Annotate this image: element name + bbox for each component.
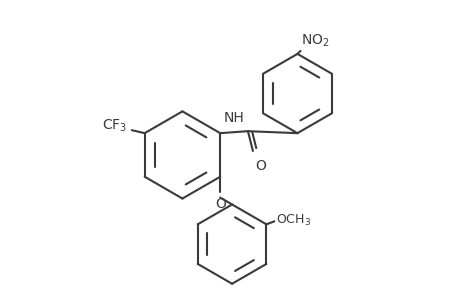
Text: $\mathdefault{OCH_3}$: $\mathdefault{OCH_3}$ — [276, 213, 311, 228]
Text: O: O — [254, 159, 265, 173]
Text: O: O — [214, 196, 225, 211]
Text: NH: NH — [223, 111, 244, 125]
Text: CF$_3$: CF$_3$ — [101, 118, 127, 134]
Text: NO$_2$: NO$_2$ — [301, 32, 330, 49]
